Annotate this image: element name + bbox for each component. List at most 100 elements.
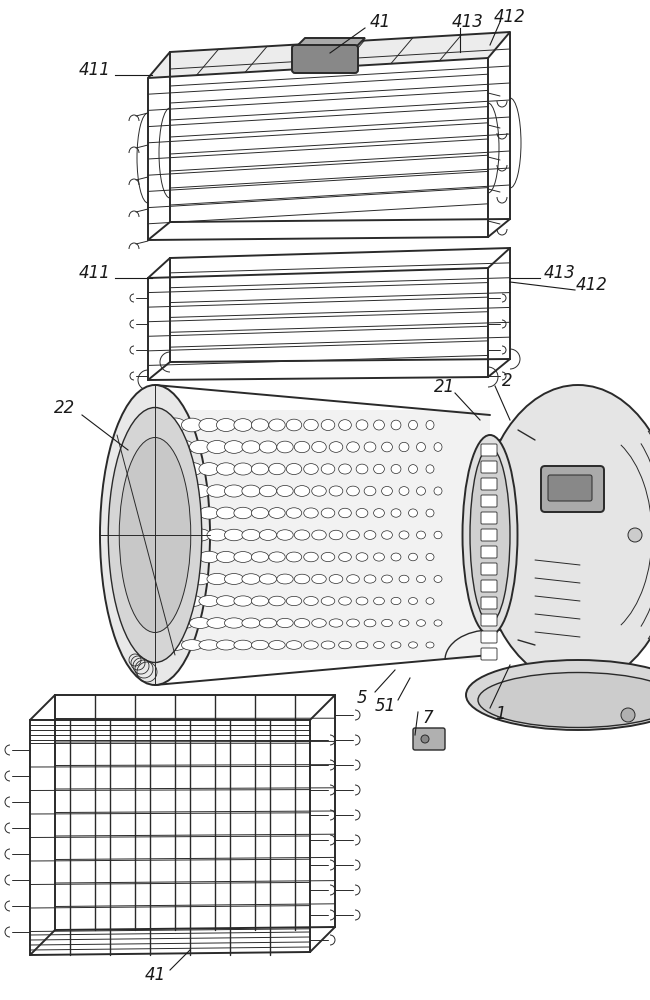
Ellipse shape xyxy=(434,443,442,451)
FancyBboxPatch shape xyxy=(481,614,497,626)
Ellipse shape xyxy=(463,435,517,635)
Ellipse shape xyxy=(242,529,260,541)
Ellipse shape xyxy=(216,551,235,563)
Ellipse shape xyxy=(426,465,434,473)
Ellipse shape xyxy=(356,508,368,518)
Ellipse shape xyxy=(277,530,293,540)
Ellipse shape xyxy=(189,618,211,628)
Ellipse shape xyxy=(216,640,235,650)
Ellipse shape xyxy=(374,509,384,517)
Ellipse shape xyxy=(119,438,190,633)
Polygon shape xyxy=(148,32,510,78)
Ellipse shape xyxy=(421,735,429,743)
FancyBboxPatch shape xyxy=(481,546,497,558)
Ellipse shape xyxy=(621,708,635,722)
Ellipse shape xyxy=(312,574,326,584)
Ellipse shape xyxy=(409,465,417,473)
Ellipse shape xyxy=(224,574,244,584)
Ellipse shape xyxy=(321,464,335,474)
Ellipse shape xyxy=(312,530,326,540)
Ellipse shape xyxy=(417,487,426,495)
Ellipse shape xyxy=(364,531,376,539)
Ellipse shape xyxy=(164,595,186,607)
Ellipse shape xyxy=(409,598,417,604)
Ellipse shape xyxy=(356,553,368,561)
Ellipse shape xyxy=(628,528,642,542)
Ellipse shape xyxy=(199,418,219,432)
Ellipse shape xyxy=(199,507,219,519)
Ellipse shape xyxy=(426,598,434,604)
Ellipse shape xyxy=(164,640,186,650)
Ellipse shape xyxy=(329,530,343,540)
Ellipse shape xyxy=(277,485,293,497)
Ellipse shape xyxy=(199,596,219,606)
Text: 2: 2 xyxy=(502,372,512,390)
Text: 22: 22 xyxy=(55,399,75,417)
FancyBboxPatch shape xyxy=(481,495,497,507)
Ellipse shape xyxy=(216,463,235,475)
Ellipse shape xyxy=(216,596,235,606)
Ellipse shape xyxy=(382,442,393,452)
Ellipse shape xyxy=(189,485,211,497)
Ellipse shape xyxy=(252,552,268,562)
Ellipse shape xyxy=(339,464,352,474)
Ellipse shape xyxy=(417,620,426,626)
Ellipse shape xyxy=(164,507,186,519)
Ellipse shape xyxy=(426,509,434,517)
Ellipse shape xyxy=(286,463,302,475)
Ellipse shape xyxy=(426,553,434,561)
Ellipse shape xyxy=(364,486,376,496)
Ellipse shape xyxy=(164,462,186,476)
Ellipse shape xyxy=(304,597,318,605)
Ellipse shape xyxy=(466,660,650,730)
Text: 7: 7 xyxy=(422,709,434,727)
Text: 413: 413 xyxy=(544,264,576,282)
Ellipse shape xyxy=(346,575,359,583)
Ellipse shape xyxy=(364,442,376,452)
FancyBboxPatch shape xyxy=(292,45,358,73)
FancyBboxPatch shape xyxy=(541,466,604,512)
Ellipse shape xyxy=(286,596,302,606)
Ellipse shape xyxy=(224,485,244,497)
Ellipse shape xyxy=(269,463,285,475)
Text: 411: 411 xyxy=(79,61,111,79)
Ellipse shape xyxy=(321,508,335,518)
Text: 411: 411 xyxy=(79,264,111,282)
Ellipse shape xyxy=(364,575,376,583)
Ellipse shape xyxy=(399,442,409,452)
FancyBboxPatch shape xyxy=(481,529,497,541)
Ellipse shape xyxy=(224,441,244,453)
Ellipse shape xyxy=(252,419,268,431)
FancyBboxPatch shape xyxy=(481,478,497,490)
Ellipse shape xyxy=(356,420,368,430)
Ellipse shape xyxy=(399,620,409,626)
Text: 21: 21 xyxy=(434,378,456,396)
Ellipse shape xyxy=(172,529,194,541)
Ellipse shape xyxy=(294,619,310,627)
Text: 1: 1 xyxy=(495,705,505,723)
Ellipse shape xyxy=(259,574,277,584)
Ellipse shape xyxy=(164,418,186,432)
Ellipse shape xyxy=(234,419,252,431)
Ellipse shape xyxy=(356,464,368,474)
Ellipse shape xyxy=(294,574,310,584)
Ellipse shape xyxy=(382,575,393,583)
Ellipse shape xyxy=(189,573,211,585)
Ellipse shape xyxy=(172,440,194,454)
Ellipse shape xyxy=(242,618,260,628)
Ellipse shape xyxy=(409,642,417,648)
FancyBboxPatch shape xyxy=(481,580,497,592)
Ellipse shape xyxy=(391,420,401,430)
Ellipse shape xyxy=(252,640,268,650)
Ellipse shape xyxy=(374,642,384,648)
Ellipse shape xyxy=(234,507,252,519)
Text: 41: 41 xyxy=(144,966,166,984)
Ellipse shape xyxy=(339,508,352,518)
Ellipse shape xyxy=(321,552,335,562)
Ellipse shape xyxy=(346,530,359,540)
Ellipse shape xyxy=(374,553,384,561)
Ellipse shape xyxy=(224,529,244,541)
FancyBboxPatch shape xyxy=(481,444,497,456)
Ellipse shape xyxy=(374,597,384,605)
Ellipse shape xyxy=(329,486,343,496)
